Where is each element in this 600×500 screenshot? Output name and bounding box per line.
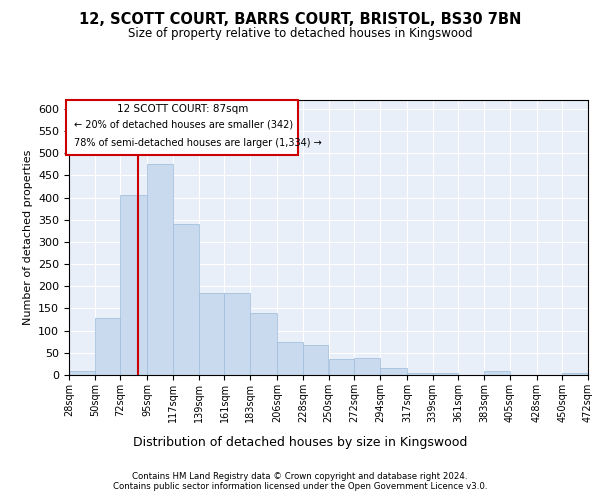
Bar (95, 318, 121, 375)
Bar (224, 293, 250, 375)
Text: 12 SCOTT COURT: 87sqm: 12 SCOTT COURT: 87sqm (116, 104, 248, 114)
Bar (69, 372, 95, 375)
Bar (329, 360, 354, 375)
Bar (407, 373, 433, 375)
Bar (380, 368, 407, 375)
Y-axis label: Number of detached properties: Number of detached properties (23, 150, 32, 325)
Text: Size of property relative to detached houses in Kingswood: Size of property relative to detached ho… (128, 28, 472, 40)
Bar (277, 342, 303, 375)
Text: Distribution of detached houses by size in Kingswood: Distribution of detached houses by size … (133, 436, 467, 449)
Text: 78% of semi-detached houses are larger (1,334) →: 78% of semi-detached houses are larger (… (74, 138, 322, 148)
Bar (173, 224, 199, 375)
Bar (148, 164, 173, 375)
Bar (303, 345, 329, 375)
Text: 12, SCOTT COURT, BARRS COURT, BRISTOL, BS30 7BN: 12, SCOTT COURT, BARRS COURT, BRISTOL, B… (79, 12, 521, 28)
Text: Contains HM Land Registry data © Crown copyright and database right 2024.: Contains HM Land Registry data © Crown c… (132, 472, 468, 481)
Text: ← 20% of detached houses are smaller (342): ← 20% of detached houses are smaller (34… (74, 120, 293, 130)
Bar (484, 372, 509, 375)
Text: Contains public sector information licensed under the Open Government Licence v3: Contains public sector information licen… (113, 482, 487, 491)
Bar (199, 293, 224, 375)
Bar (354, 358, 380, 375)
Bar (433, 373, 458, 375)
FancyBboxPatch shape (67, 100, 298, 154)
Bar (562, 373, 588, 375)
Bar (250, 313, 277, 375)
Bar (121, 196, 148, 375)
